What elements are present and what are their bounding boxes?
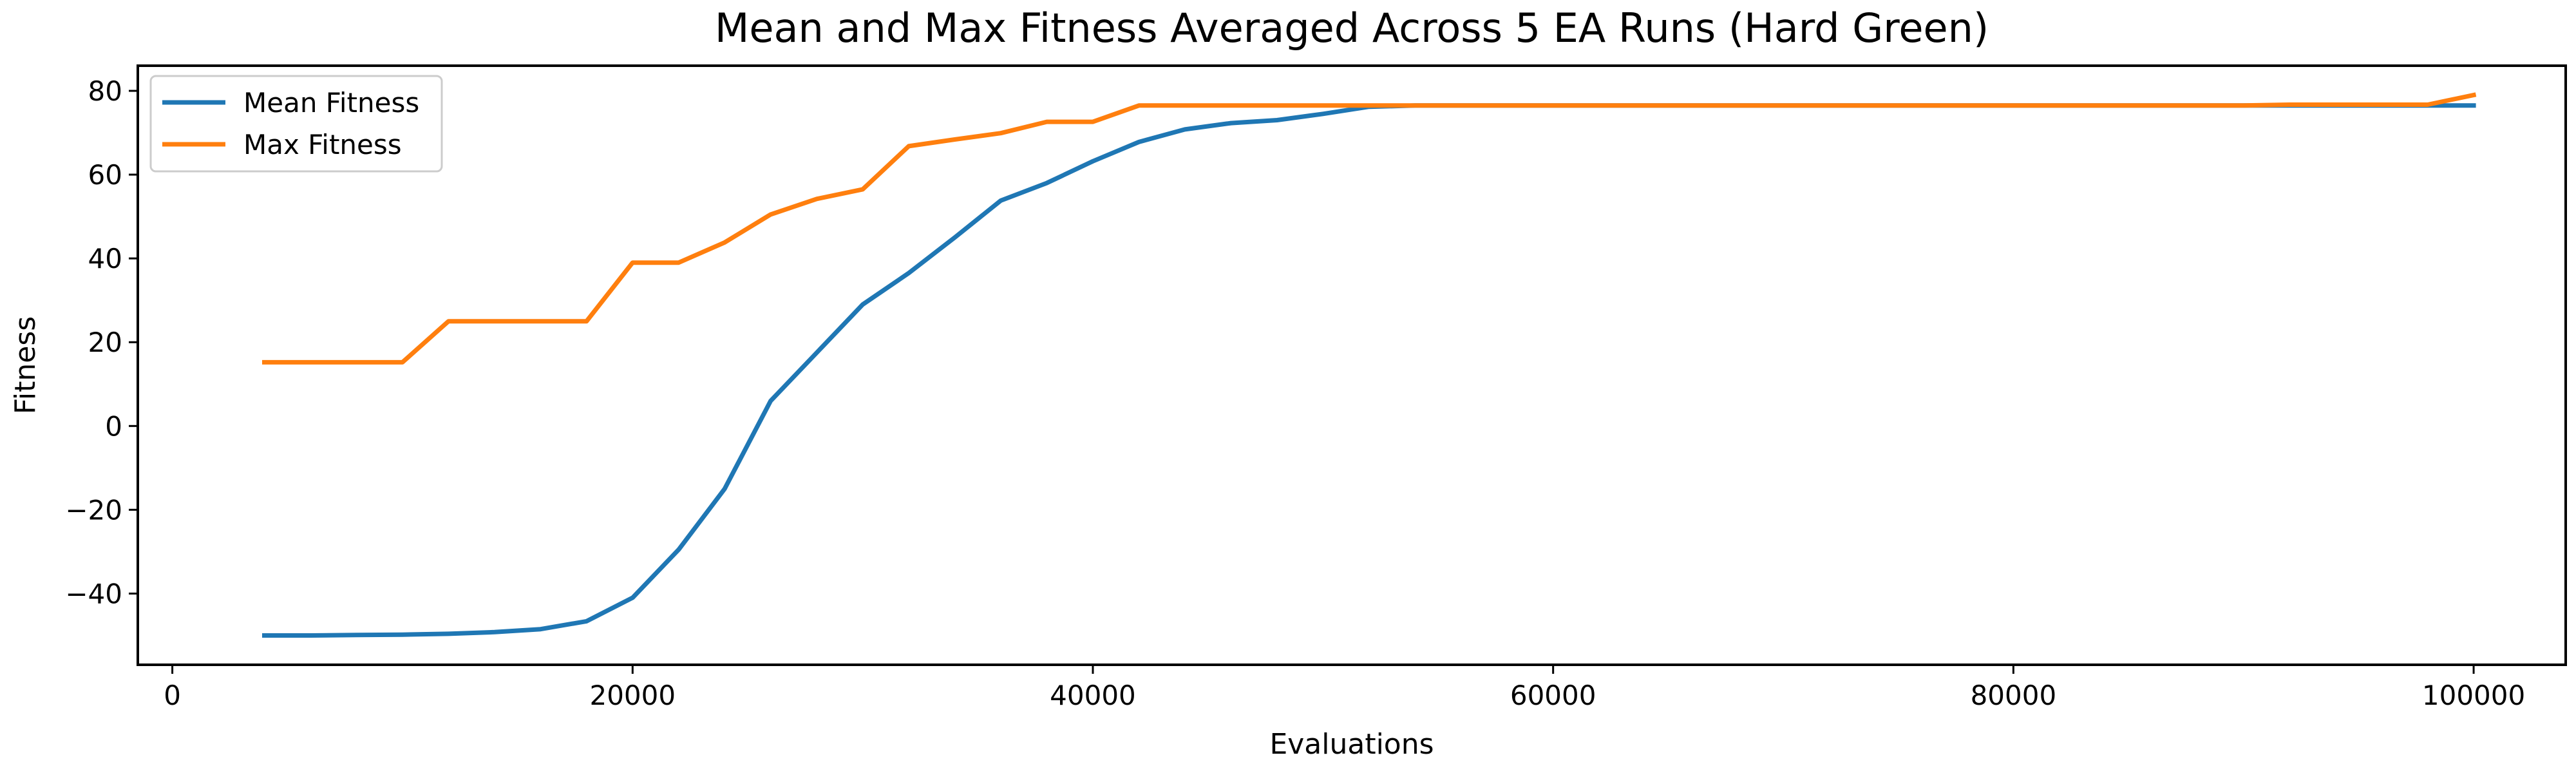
legend-frame — [149, 75, 443, 173]
y-axis-label: Fitness — [9, 316, 42, 414]
series-line-mean-fitness — [262, 103, 2476, 638]
y-tick-label: 40 — [88, 243, 122, 274]
x-tick-label: 80000 — [1971, 680, 2057, 711]
y-axis: −40 −20 0 20 40 60 80 — [65, 75, 138, 609]
y-tick-label: 0 — [105, 410, 122, 442]
x-axis-label: Evaluations — [1269, 728, 1434, 761]
y-tick-label: −20 — [65, 494, 122, 526]
legend-label-max-fitness: Max Fitness — [243, 129, 402, 160]
x-tick-label: 40000 — [1050, 680, 1136, 711]
x-tick-label: 100000 — [2422, 680, 2525, 711]
x-tick-label: 60000 — [1510, 680, 1596, 711]
x-axis: 0 20000 40000 60000 80000 100000 — [164, 665, 2525, 711]
legend-label-mean-fitness: Mean Fitness — [243, 87, 419, 119]
chart-title: Mean and Max Fitness Averaged Across 5 E… — [715, 5, 1989, 52]
y-tick-label: 20 — [88, 327, 122, 358]
series-layer — [262, 92, 2477, 638]
y-tick-label: −40 — [65, 578, 122, 609]
series-line-max-fitness — [262, 92, 2477, 365]
plot-area — [137, 64, 2567, 666]
y-tick-label: 80 — [88, 75, 122, 107]
legend: Mean Fitness Max Fitness — [149, 75, 443, 173]
x-tick-label: 20000 — [589, 680, 676, 711]
x-tick-label: 0 — [164, 680, 181, 711]
y-tick-label: 60 — [88, 159, 122, 191]
